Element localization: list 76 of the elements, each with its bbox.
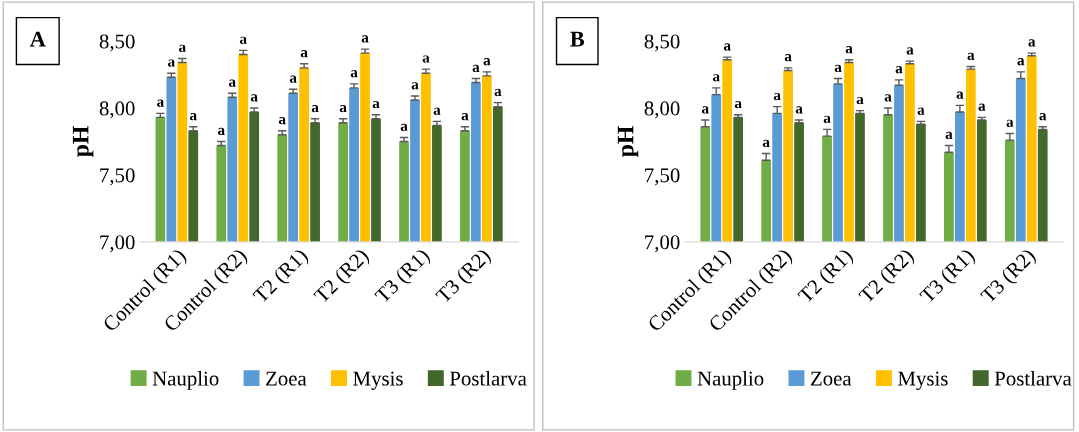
data-label: a [472,64,480,73]
chart-title: A [29,31,46,47]
data-label: a [1028,39,1036,47]
data-label: a [895,66,903,74]
x-tick-label: T3 (R1) [918,247,979,307]
data-label: a [168,59,175,67]
data-label: a [784,54,792,62]
data-label: a [178,44,186,52]
x-tick-label: T2 (R1) [796,247,857,307]
data-label: a [701,106,709,114]
y-tick-label: 8,00 [99,101,135,119]
x-tick-label: T2 (R1) [251,247,312,307]
x-tick-label: T3 (R2) [979,247,1039,307]
data-label: a [917,107,925,115]
data-label: a [956,91,964,99]
legend-label: Zoea [810,371,852,386]
data-label: a [189,112,197,121]
data-label: a [734,100,742,109]
y-axis-title: pH [72,126,94,157]
legend-label: Mysis [898,371,948,390]
data-label: a [845,46,853,54]
data-label: a [411,82,419,90]
data-label: a [1006,119,1014,127]
y-tick-label: 8,50 [644,34,680,52]
data-label: a [834,64,842,73]
y-tick-label: 8,50 [99,34,135,52]
data-label: a [762,139,770,148]
legend-label: Postlarva [994,370,1072,386]
data-label: a [361,35,369,43]
data-label: a [795,106,803,114]
data-label: a [945,131,953,140]
x-tick-label: T3 (R1) [373,247,434,307]
data-label: a [967,52,975,61]
data-label: a [1039,112,1047,121]
data-label: a [494,88,502,97]
y-tick-label: 7,00 [645,235,680,253]
data-label: a [712,74,720,82]
data-label: a [350,70,358,78]
data-label: a [250,94,258,102]
chart-title: B [570,31,585,47]
x-tick-label: T2 (R2) [312,247,373,307]
data-label: a [311,104,319,113]
data-label: a [978,103,986,111]
data-label: a [433,107,441,115]
y-tick-label: 7,00 [100,235,135,253]
data-label: a [1017,58,1025,66]
x-tick-label: T3 (R2) [434,247,495,307]
y-tick-label: 7,50 [645,168,680,186]
data-label: a [884,94,892,102]
data-label: a [461,112,469,121]
data-label: a [339,104,347,113]
data-label: a [300,50,308,58]
y-tick-label: 7,50 [100,168,135,186]
data-label: a [856,96,864,105]
legend-label: Postlarva [449,370,527,386]
legend-label: Mysis [353,371,403,390]
data-label: a [723,43,731,51]
data-label: a [400,123,408,132]
y-axis-title: pH [617,126,639,157]
data-label: a [278,117,286,125]
data-label: a [422,55,430,63]
x-tick-label: T2 (R2) [857,247,918,307]
data-label: a [217,127,225,136]
legend-label: Nauplio [152,370,219,390]
data-label: a [239,36,247,44]
data-label: a [289,75,297,83]
data-label: a [228,79,236,87]
data-label: a [906,47,914,55]
legend-label: Zoea [266,371,307,386]
data-label: a [823,115,831,123]
data-label: a [157,99,164,107]
data-label: a [773,92,781,101]
data-label: a [483,58,491,66]
y-tick-label: 8,00 [644,101,680,119]
legend-label: Nauplio [697,370,764,390]
data-label: a [372,100,380,109]
